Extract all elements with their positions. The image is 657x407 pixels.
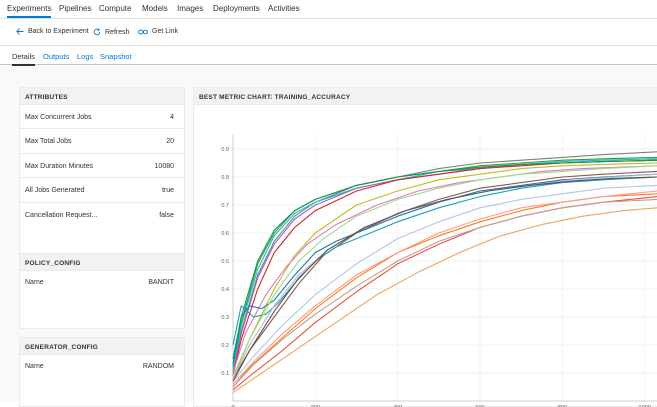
y-tick-label: 0.2: [221, 343, 229, 349]
refresh-button[interactable]: Refresh: [93, 28, 130, 36]
tab-pipelines[interactable]: Pipelines: [59, 4, 92, 13]
attribute-value: true: [161, 187, 174, 195]
generator-config-value: RANDOM: [142, 363, 174, 370]
command-bar: Back to Experiment Refresh Get Link: [0, 20, 657, 46]
policy-config-key: Name: [25, 279, 44, 286]
series-line: [232, 173, 657, 360]
policy-config-title: POLICY_CONFIG: [20, 254, 184, 271]
attribute-row: Cancellation Request... false: [20, 203, 184, 227]
attribute-value: 4: [170, 114, 174, 121]
series-line: [232, 159, 657, 365]
generator-config-title: GENERATOR_CONFIG: [20, 338, 184, 355]
series-line: [232, 176, 657, 382]
arrow-left-icon: [16, 28, 24, 35]
back-to-experiment-label: Back to Experiment: [28, 28, 89, 35]
series-line: [232, 159, 657, 376]
tab-images[interactable]: Images: [177, 4, 204, 13]
get-link-label: Get Link: [152, 28, 179, 35]
top-navigation: Experiments Pipelines Compute Models Ima…: [0, 0, 657, 19]
y-tick-label: 0.6: [221, 231, 229, 237]
attribute-row: Max Concurrent Jobs 4: [20, 105, 184, 130]
series-line: [232, 165, 657, 377]
generator-config-row: Name RANDOM: [20, 355, 184, 379]
series-line: [232, 184, 657, 382]
content-area: ATTRIBUTES Max Concurrent Jobs 4 Max Tot…: [0, 66, 657, 407]
policy-config-value: BANDIT: [148, 279, 174, 286]
attribute-row: Max Duration Minutes 10080: [20, 154, 184, 179]
tab-compute[interactable]: Compute: [99, 4, 132, 13]
refresh-label: Refresh: [105, 28, 130, 36]
generator-config-key: Name: [25, 363, 44, 370]
attribute-key: Max Total Jobs: [25, 138, 72, 146]
y-tick-label: 0.8: [221, 175, 229, 181]
series-line: [232, 162, 657, 379]
series-line: [232, 170, 657, 379]
tab-deployments[interactable]: Deployments: [213, 4, 260, 13]
series-line: [232, 176, 657, 346]
detail-tabs: Details Outputs Logs Snapshot: [0, 47, 657, 66]
tab-experiments[interactable]: Experiments: [7, 4, 52, 18]
series-line: [232, 156, 657, 368]
get-link-button[interactable]: Get Link: [138, 28, 178, 35]
policy-config-row: Name BANDIT: [20, 271, 184, 295]
attribute-value: false: [159, 211, 174, 219]
attribute-value: 10080: [154, 162, 174, 170]
y-tick-label: 0.4: [221, 287, 229, 293]
series-line: [232, 207, 657, 394]
attribute-row: Max Total Jobs 20: [20, 129, 184, 154]
series-line: [232, 190, 657, 385]
tab-snapshot[interactable]: Snapshot: [100, 52, 132, 61]
y-tick-label: 0.3: [221, 315, 229, 321]
generator-config-card: GENERATOR_CONFIG Name RANDOM: [19, 337, 185, 407]
attribute-value: 20: [166, 138, 174, 146]
attributes-card: ATTRIBUTES Max Concurrent Jobs 4 Max Tot…: [19, 87, 185, 266]
chart-title: BEST METRIC CHART: TRAINING_ACCURACY: [194, 88, 657, 105]
training-accuracy-chart: 0.10.20.30.40.50.60.70.80.90200400600800…: [221, 135, 657, 407]
y-tick-label: 0.5: [221, 259, 229, 265]
best-metric-chart-card: BEST METRIC CHART: TRAINING_ACCURACY 0.1…: [193, 87, 657, 407]
tab-models[interactable]: Models: [142, 4, 168, 13]
attributes-title: ATTRIBUTES: [20, 88, 184, 105]
tab-logs[interactable]: Logs: [77, 52, 94, 61]
tab-activities[interactable]: Activities: [268, 4, 300, 13]
attribute-key: Cancellation Request...: [25, 211, 98, 219]
attribute-row: All Jobs Generated true: [20, 178, 184, 203]
attribute-key: All Jobs Generated: [25, 187, 85, 195]
attribute-key: Max Duration Minutes: [25, 162, 94, 170]
link-icon: [138, 29, 148, 34]
y-tick-label: 0.1: [221, 371, 229, 377]
refresh-icon: [93, 28, 101, 36]
y-tick-label: 0.9: [221, 147, 229, 153]
attribute-key: Max Concurrent Jobs: [25, 114, 92, 121]
tab-details[interactable]: Details: [12, 52, 35, 66]
tab-outputs[interactable]: Outputs: [43, 52, 70, 61]
series-line: [232, 165, 657, 374]
series-line: [232, 198, 657, 388]
series-line: [232, 193, 657, 388]
y-tick-label: 0.7: [221, 203, 229, 209]
policy-config-card: POLICY_CONFIG Name BANDIT: [19, 253, 185, 329]
series-line: [232, 159, 657, 374]
back-to-experiment-button[interactable]: Back to Experiment: [16, 28, 89, 35]
